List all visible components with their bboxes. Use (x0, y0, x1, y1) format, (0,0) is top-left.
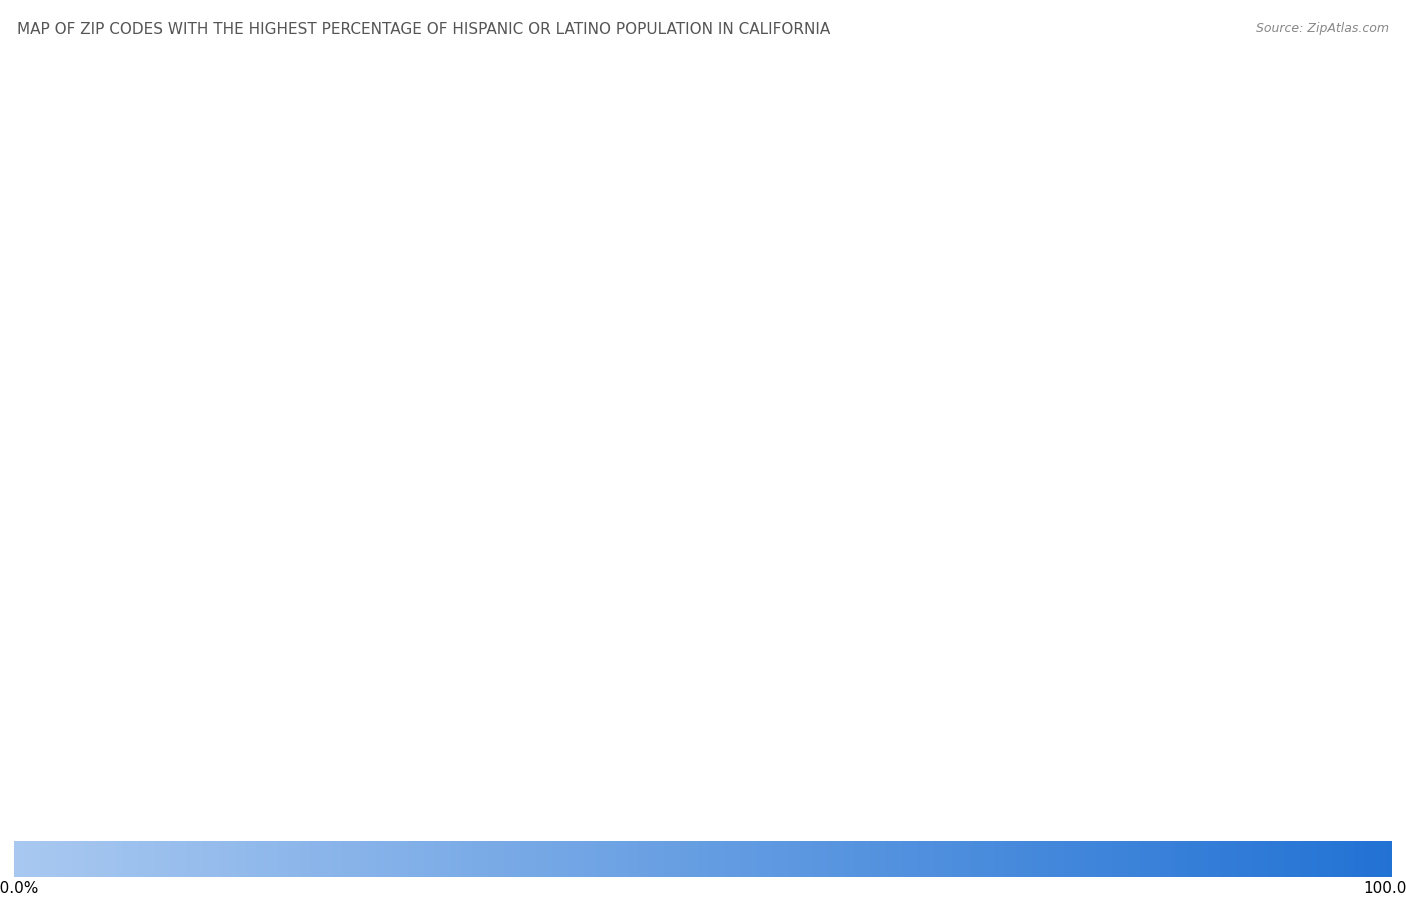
Text: Source: ZipAtlas.com: Source: ZipAtlas.com (1256, 22, 1389, 35)
Text: MAP OF ZIP CODES WITH THE HIGHEST PERCENTAGE OF HISPANIC OR LATINO POPULATION IN: MAP OF ZIP CODES WITH THE HIGHEST PERCEN… (17, 22, 830, 38)
